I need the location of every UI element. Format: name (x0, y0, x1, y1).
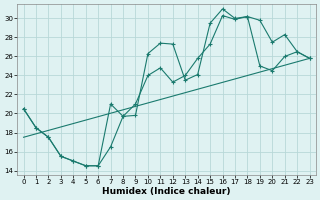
X-axis label: Humidex (Indice chaleur): Humidex (Indice chaleur) (102, 187, 231, 196)
